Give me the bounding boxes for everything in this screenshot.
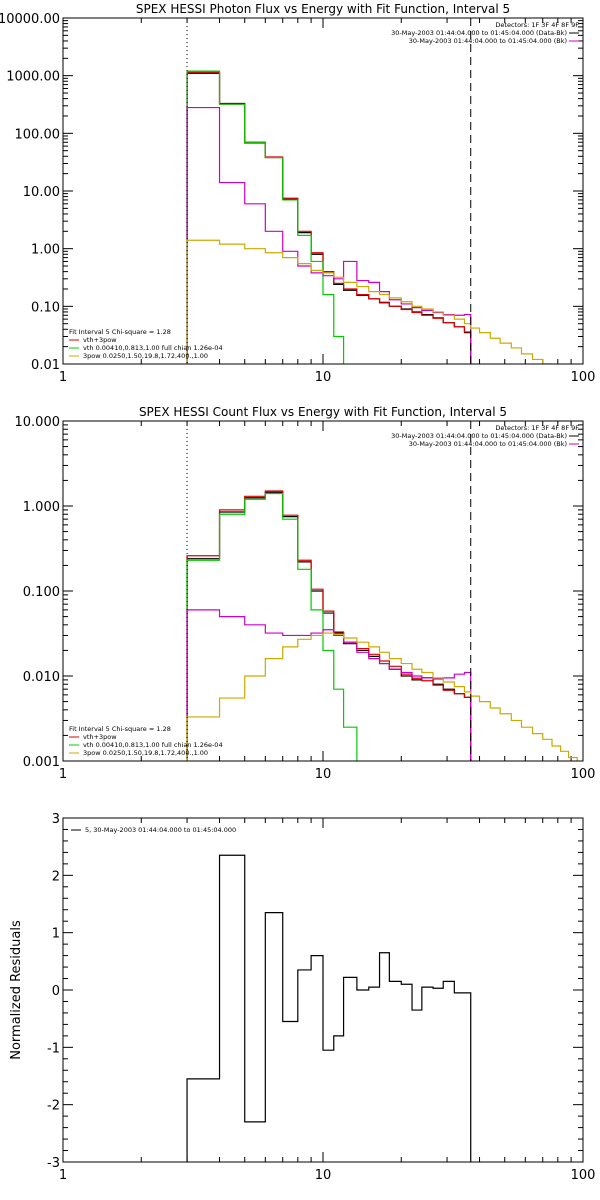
legend-entry: 30-May-2003 01:44:04.000 to 01:45:04.000… [391,29,567,37]
plot-frame [62,420,584,762]
legend-entry: Fit Interval 5 Chi-square = 1.28 [69,725,171,733]
series-line-3 [186,70,345,364]
plot-frame [62,817,584,1163]
series-group [186,70,552,364]
legend-entry: 3pow 0.0250,1.50,19.8,1.72,400.,1.00 [83,352,208,360]
legend-entry: 30-May-2003 01:44:04.000 to 01:45:04.000… [391,432,567,440]
y-tick-label: 0.10 [31,300,60,315]
y-tick-label: 10.000 [15,415,61,430]
y-tick-label: 10.00 [23,185,60,200]
series-line-1 [186,491,472,761]
y-tick-label: 100.00 [15,127,61,142]
series-line-2 [186,71,472,364]
x-tick-label: 10 [315,370,332,385]
axis-ticks: 1 10 100 0.001 0.010 0.100 1.000 10.000 [15,415,596,782]
y-tick-label: 1.000 [23,500,60,515]
plot-frame [62,17,584,365]
y-tick-label: 2 [52,869,60,884]
legend-entry: Detectors: 1F 3F 4F 8F 9F [495,21,579,29]
series-group [186,854,472,1162]
chart-panel-2: SPEX HESSI Count Flux vs Energy with Fit… [15,405,596,782]
y-tick-label: 1000.00 [6,70,60,85]
y-tick-label: -3 [47,1156,60,1171]
y-tick-label: 0.010 [23,670,60,685]
y-tick-label: 1 [52,927,60,942]
series-line-3 [186,492,358,761]
legend-top: 5, 30-May-2003 01:44:04.000 to 01:45:04.… [71,826,236,834]
x-tick-label: 100 [571,370,596,385]
legend-entry: 3pow 0.0250,1.50,19.8,1.72,400.,1.00 [83,749,208,757]
axis-ticks: 1 10 100 0.01 0.10 1.00 10.00 100.00 1000.00 1000… [0,12,595,385]
legend-bottom: Fit Interval 5 Chi-square = 1.28vth+3pow… [69,328,223,360]
legend-entry: 30-May-2003 01:44:04.000 to 01:45:04.000… [409,37,567,45]
x-tick-label: 1 [59,370,67,385]
legend-bottom: Fit Interval 5 Chi-square = 1.28vth+3pow… [69,725,223,757]
x-tick-label: 100 [571,1168,596,1183]
chart-title: SPEX HESSI Photon Flux vs Energy with Fi… [136,2,510,16]
legend-entry: Fit Interval 5 Chi-square = 1.28 [69,328,171,336]
y-tick-label: 0 [52,984,60,999]
y-tick-label: 0.100 [23,585,60,600]
y-tick-label: -1 [47,1041,60,1056]
legend-entry: vth+3pow [83,336,117,344]
legend-entry: 30-May-2003 01:44:04.000 to 01:45:04.000… [409,440,567,448]
legend-entry: vth 0.00410,0.813,1.00 full chian 1.26e-… [83,344,223,352]
chart-panel-3: Normalized Residuals 1 10 100 -3 -2 -1 0 1 2 3 5, 3… [9,812,595,1183]
x-tick-label: 1 [59,767,67,782]
x-tick-label: 10 [315,1168,332,1183]
series-line-5 [186,632,578,761]
y-tick-label: 0.01 [31,358,60,373]
y-tick-label: 0.001 [23,755,60,770]
series-line-4 [186,106,472,364]
y-axis-label: Normalized Residuals [9,920,24,1060]
legend-entry: vth+3pow [83,733,117,741]
y-tick-label: 3 [52,812,60,827]
chart-title: SPEX HESSI Count Flux vs Energy with Fit… [139,405,507,419]
legend-entry: Detectors: 1F 3F 4F 8F 9F [495,424,579,432]
x-tick-label: 10 [315,767,332,782]
series-group [186,490,578,761]
y-tick-label: -2 [47,1099,60,1114]
chart-panel-1: SPEX HESSI Photon Flux vs Energy with Fi… [0,2,595,385]
legend-entry: vth 0.00410,0.813,1.00 full chian 1.26e-… [83,741,223,749]
axis-ticks: 1 10 100 -3 -2 -1 0 1 2 3 [47,812,595,1183]
x-tick-label: 1 [59,1168,67,1183]
y-tick-label: 1.00 [31,243,60,258]
y-tick-label: 10000.00 [0,12,60,27]
x-tick-label: 100 [571,767,596,782]
legend-entry: 5, 30-May-2003 01:44:04.000 to 01:45:04.… [85,826,236,834]
series-line-1 [186,854,472,1162]
series-line-5 [186,239,552,364]
series-line-2 [186,490,472,761]
